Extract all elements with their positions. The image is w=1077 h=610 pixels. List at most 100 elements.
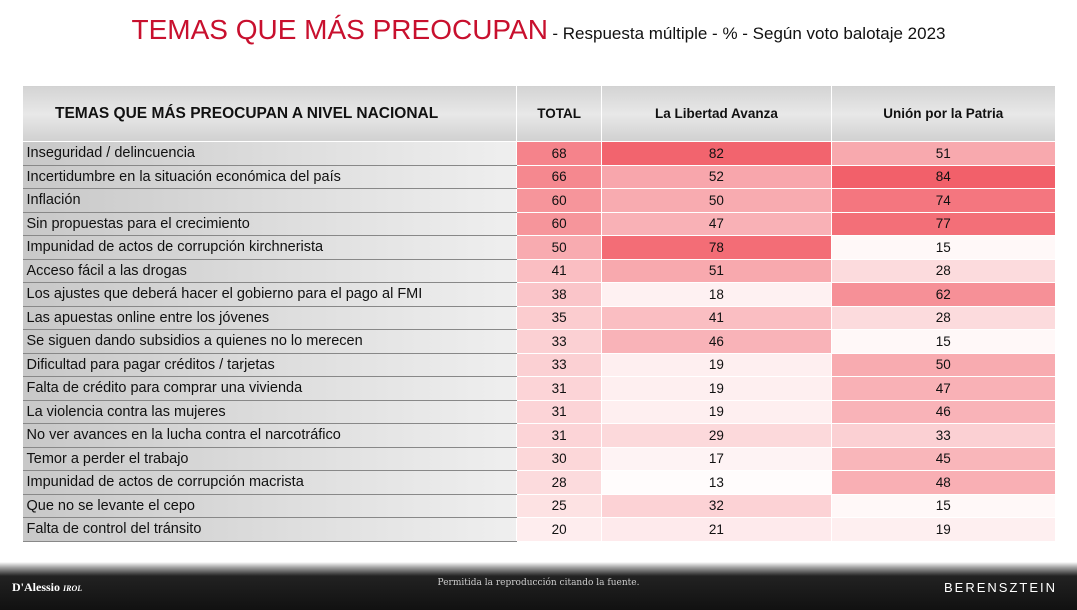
row-label: Acceso fácil a las drogas xyxy=(22,259,517,283)
table-row: Impunidad de actos de corrupción macrist… xyxy=(22,470,1057,495)
cell-value: 78 xyxy=(601,235,832,260)
table: TEMAS QUE MÁS PREOCUPAN A NIVEL NACIONAL… xyxy=(22,85,1057,542)
table-row: Se siguen dando subsidios a quienes no l… xyxy=(22,329,1057,354)
row-label: Sin propuestas para el crecimiento xyxy=(22,212,517,236)
cell-value: 47 xyxy=(831,376,1057,401)
row-label: La violencia contra las mujeres xyxy=(22,400,517,424)
cell-value: 33 xyxy=(516,329,603,354)
cell-value: 19 xyxy=(831,517,1057,542)
cell-value: 46 xyxy=(601,329,832,354)
cell-value: 30 xyxy=(516,447,603,471)
cell-value: 28 xyxy=(831,259,1057,283)
cell-value: 46 xyxy=(831,400,1057,424)
title: TEMAS QUE MÁS PREOCUPAN xyxy=(131,14,548,45)
logo-suffix: IROL xyxy=(63,584,83,593)
cell-value: 84 xyxy=(831,165,1057,189)
header-row: TEMAS QUE MÁS PREOCUPAN A NIVEL NACIONAL… xyxy=(22,85,1057,142)
cell-value: 31 xyxy=(516,423,603,448)
cell-value: 19 xyxy=(601,400,832,424)
table-row: La violencia contra las mujeres 31 19 46 xyxy=(22,400,1057,424)
row-label: Inflación xyxy=(22,188,517,213)
cell-value: 66 xyxy=(516,165,603,189)
cell-value: 51 xyxy=(831,141,1057,166)
table-row: Las apuestas online entre los jóvenes 35 4… xyxy=(22,306,1057,330)
cell-value: 18 xyxy=(601,282,832,307)
cell-value: 38 xyxy=(516,282,603,307)
cell-value: 15 xyxy=(831,329,1057,354)
cell-value: 50 xyxy=(601,188,832,213)
column-header: La Libertad Avanza xyxy=(601,85,832,142)
cell-value: 35 xyxy=(516,306,603,330)
cell-value: 32 xyxy=(601,494,832,518)
cell-value: 31 xyxy=(516,400,603,424)
footer-note: Permitida la reproducción citando la fue… xyxy=(437,578,640,588)
cell-value: 45 xyxy=(831,447,1057,471)
header: TEMAS QUE MÁS PREOCUPAN - Respuesta múlt… xyxy=(0,14,1077,46)
column-header: TEMAS QUE MÁS PREOCUPAN A NIVEL NACIONAL xyxy=(22,85,517,142)
row-label: Las apuestas online entre los jóvenes xyxy=(22,306,517,330)
table-row: No ver avances en la lucha contra el nar… xyxy=(22,423,1057,448)
table-row: Que no se levante el cepo 25 32 15 xyxy=(22,494,1057,518)
table-row: Inseguridad / delincuencia 68 82 51 xyxy=(22,141,1057,166)
cell-value: 33 xyxy=(831,423,1057,448)
table-row: Sin propuestas para el crecimiento 60 47 77 xyxy=(22,212,1057,236)
table-row: Dificultad para pagar créditos / tarjeta… xyxy=(22,353,1057,377)
row-label: Falta de control del tránsito xyxy=(22,517,517,542)
table-row: Inflación 60 50 74 xyxy=(22,188,1057,213)
row-label: Dificultad para pagar créditos / tarjeta… xyxy=(22,353,517,377)
cell-value: 20 xyxy=(516,517,603,542)
cell-value: 41 xyxy=(516,259,603,283)
cell-value: 68 xyxy=(516,141,603,166)
row-label: Impunidad de actos de corrupción kirchne… xyxy=(22,235,517,260)
cell-value: 74 xyxy=(831,188,1057,213)
logo-text: D'Alessio xyxy=(12,580,60,594)
row-label: Incertidumbre en la situación económica … xyxy=(22,165,517,189)
row-label: Los ajustes que deberá hacer el gobierno… xyxy=(22,282,517,307)
cell-value: 29 xyxy=(601,423,832,448)
cell-value: 62 xyxy=(831,282,1057,307)
cell-value: 77 xyxy=(831,212,1057,236)
cell-value: 31 xyxy=(516,376,603,401)
row-label: Falta de crédito para comprar una vivien… xyxy=(22,376,517,401)
table-row: Falta de crédito para comprar una vivien… xyxy=(22,376,1057,401)
table-row: Acceso fácil a las drogas 41 51 28 xyxy=(22,259,1057,283)
cell-value: 52 xyxy=(601,165,832,189)
cell-value: 15 xyxy=(831,235,1057,260)
cell-value: 17 xyxy=(601,447,832,471)
cell-value: 28 xyxy=(516,470,603,495)
cell-value: 50 xyxy=(516,235,603,260)
row-label: Se siguen dando subsidios a quienes no l… xyxy=(22,329,517,354)
table-row: Impunidad de actos de corrupción kirchne… xyxy=(22,235,1057,260)
table-row: Falta de control del tránsito 20 21 19 xyxy=(22,517,1057,542)
footer: D'Alessio IROL Permitida la reproducción… xyxy=(0,562,1077,610)
row-label: Impunidad de actos de corrupción macrist… xyxy=(22,470,517,495)
cell-value: 51 xyxy=(601,259,832,283)
left-logo: D'Alessio IROL xyxy=(12,580,82,595)
column-header: Unión por la Patria xyxy=(830,85,1057,142)
row-label: No ver avances en la lucha contra el nar… xyxy=(22,423,517,448)
right-logo: BERENSZTEIN xyxy=(943,580,1057,595)
row-label: Temor a perder el trabajo xyxy=(22,447,517,471)
subtitle: - Respuesta múltiple - % - Según voto ba… xyxy=(552,24,946,43)
cell-value: 25 xyxy=(516,494,603,518)
cell-value: 41 xyxy=(601,306,832,330)
table-row: Los ajustes que deberá hacer el gobierno… xyxy=(22,282,1057,307)
table-row: Incertidumbre en la situación económica … xyxy=(22,165,1057,189)
cell-value: 60 xyxy=(516,212,603,236)
table-row: Temor a perder el trabajo 30 17 45 xyxy=(22,447,1057,471)
cell-value: 13 xyxy=(601,470,832,495)
cell-value: 19 xyxy=(601,353,832,377)
cell-value: 19 xyxy=(601,376,832,401)
cell-value: 48 xyxy=(831,470,1057,495)
cell-value: 21 xyxy=(601,517,832,542)
cell-value: 47 xyxy=(601,212,832,236)
cell-value: 60 xyxy=(516,188,603,213)
cell-value: 33 xyxy=(516,353,603,377)
cell-value: 50 xyxy=(831,353,1057,377)
cell-value: 28 xyxy=(831,306,1057,330)
row-label: Que no se levante el cepo xyxy=(22,494,517,518)
row-label: Inseguridad / delincuencia xyxy=(22,141,517,166)
cell-value: 15 xyxy=(831,494,1057,518)
column-header: TOTAL xyxy=(515,85,603,142)
